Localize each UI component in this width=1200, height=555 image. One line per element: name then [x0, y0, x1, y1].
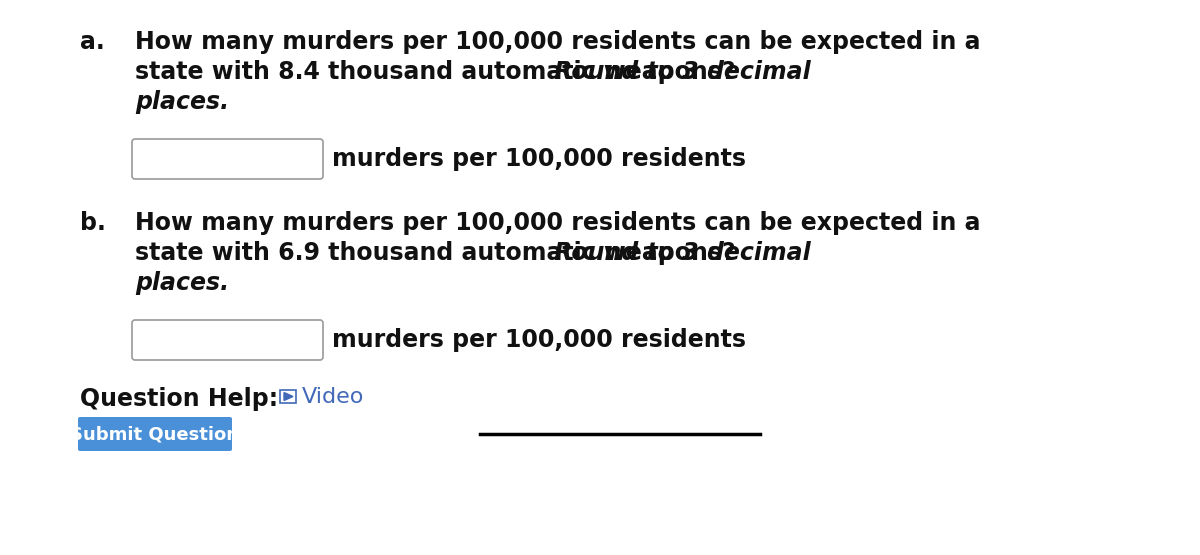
Text: murders per 100,000 residents: murders per 100,000 residents [332, 147, 746, 171]
Text: How many murders per 100,000 residents can be expected in a: How many murders per 100,000 residents c… [134, 211, 980, 235]
Text: b.: b. [80, 211, 106, 235]
Polygon shape [284, 392, 293, 401]
FancyBboxPatch shape [78, 417, 232, 451]
Text: Round to 3 decimal: Round to 3 decimal [546, 60, 810, 84]
Text: places.: places. [134, 90, 229, 114]
FancyBboxPatch shape [280, 390, 296, 403]
FancyBboxPatch shape [132, 139, 323, 179]
Text: Submit Question: Submit Question [71, 425, 240, 443]
Text: Round to 3 decimal: Round to 3 decimal [546, 241, 810, 265]
Text: Video: Video [302, 387, 365, 407]
Text: a.: a. [80, 30, 104, 54]
Text: murders per 100,000 residents: murders per 100,000 residents [332, 328, 746, 352]
Text: How many murders per 100,000 residents can be expected in a: How many murders per 100,000 residents c… [134, 30, 980, 54]
Text: places.: places. [134, 271, 229, 295]
FancyBboxPatch shape [132, 320, 323, 360]
Text: state with 8.4 thousand automatic weapons?: state with 8.4 thousand automatic weapon… [134, 60, 736, 84]
Text: Question Help:: Question Help: [80, 387, 278, 411]
Text: state with 6.9 thousand automatic weapons?: state with 6.9 thousand automatic weapon… [134, 241, 736, 265]
